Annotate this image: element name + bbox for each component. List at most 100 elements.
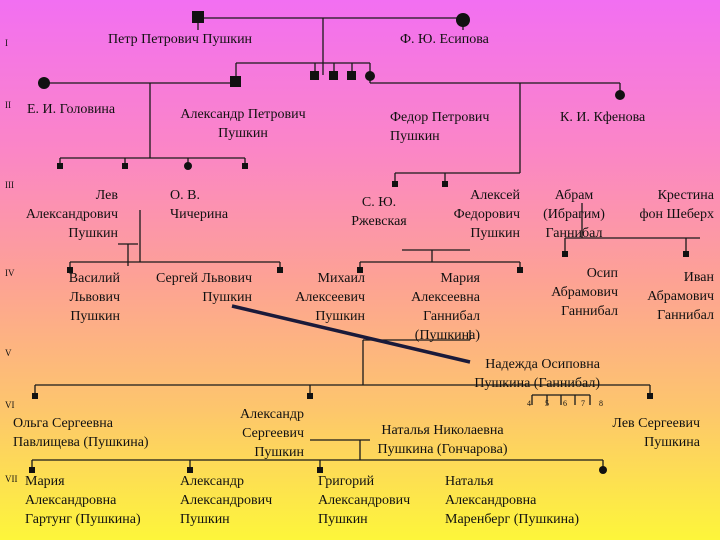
male-symbol bbox=[310, 71, 319, 80]
male-symbol bbox=[329, 71, 338, 80]
male-symbol bbox=[307, 393, 313, 399]
person-lev-sergeevich: Лев Сергеевич Пушкина bbox=[596, 414, 700, 452]
person-aleksandr-sergeevich: Александр Сергеевич Пушкин bbox=[220, 405, 304, 462]
generation-label-6: VI bbox=[5, 400, 15, 410]
person-name-line: Федорович bbox=[453, 207, 520, 222]
person-name-line: Пушкин bbox=[390, 129, 440, 144]
person-name-line: Алексеевич bbox=[295, 290, 365, 305]
person-name-line: Маренберг (Пушкина) bbox=[445, 512, 579, 527]
person-name-line: Гартунг (Пушкина) bbox=[25, 512, 141, 527]
person-name-line: Пушкин bbox=[180, 512, 230, 527]
male-symbol bbox=[683, 251, 689, 257]
person-mikhail-alekseevich: Михаил Алексеевич Пушкин bbox=[283, 269, 365, 326]
male-symbol bbox=[357, 267, 363, 273]
person-grigory-aleksandrovich: Григорий Александрович Пушкин bbox=[318, 472, 410, 529]
person-name-line: Александр Петрович bbox=[180, 107, 306, 122]
child-order-numbers: 4 5 6 7 8 bbox=[527, 399, 609, 408]
person-name-line: (Ибрагим) bbox=[543, 207, 605, 222]
person-name-line: Наталья Николаевна bbox=[381, 423, 504, 438]
male-symbol bbox=[647, 393, 653, 399]
person-name-line: фон Шеберх bbox=[639, 207, 714, 222]
person-aleksandr-aleksandrovich: Александр Александрович Пушкин bbox=[180, 472, 272, 529]
person-name-line: Львович bbox=[69, 290, 120, 305]
person-golovina: Е. И. Головина bbox=[27, 100, 115, 119]
female-symbol bbox=[456, 13, 470, 27]
male-symbol bbox=[32, 393, 38, 399]
person-name-line: (Пушкина) bbox=[414, 328, 480, 343]
female-symbol bbox=[38, 77, 50, 89]
person-name-line: Пушкина bbox=[644, 435, 700, 450]
person-name-line: Алексеевна bbox=[411, 290, 480, 305]
person-name-line: Федор Петрович bbox=[390, 110, 490, 125]
person-krestina: Крестина фон Шеберх bbox=[620, 186, 714, 224]
person-name-line: Ганнибал bbox=[423, 309, 480, 324]
person-name-line: Александровна bbox=[25, 493, 117, 508]
person-name-line: Пушкин bbox=[202, 290, 252, 305]
person-name-line: Крестина bbox=[657, 188, 714, 203]
person-name-line: Пушкин bbox=[218, 126, 268, 141]
person-rzhevskaya: С. Ю. Ржевская bbox=[345, 193, 413, 231]
person-name-line: Александрович bbox=[180, 493, 273, 508]
male-symbol bbox=[317, 467, 323, 473]
male-symbol bbox=[57, 163, 63, 169]
person-name-line: К. И. Кфенова bbox=[560, 110, 646, 125]
generation-label-2: II bbox=[5, 100, 11, 110]
person-maria-aleksandrovna: Мария Александровна Гартунг (Пушкина) bbox=[25, 472, 141, 529]
female-symbol bbox=[184, 162, 192, 170]
female-symbol bbox=[615, 90, 625, 100]
male-symbol bbox=[192, 11, 204, 23]
person-name-line: Александр bbox=[180, 474, 244, 489]
person-name-line: Чичерина bbox=[170, 207, 229, 222]
person-name-line: Пушкина (Гончарова) bbox=[377, 442, 508, 457]
person-natalya-nikolaevna: Наталья Николаевна Пушкина (Гончарова) bbox=[365, 421, 520, 459]
person-name-line: Сергей Львович bbox=[155, 271, 252, 286]
person-name-line: Пушкин bbox=[254, 445, 304, 460]
person-esipova: Ф. Ю. Есипова bbox=[400, 30, 489, 49]
person-name-line: Павлищева (Пушкина) bbox=[13, 435, 149, 450]
generation-label-1: I bbox=[5, 38, 8, 48]
person-name-line: Пушкина (Ганнибал) bbox=[474, 376, 600, 391]
person-name-line: Пушкин bbox=[68, 226, 118, 241]
female-symbol bbox=[599, 466, 607, 474]
male-symbol bbox=[122, 163, 128, 169]
person-name-line: Григорий bbox=[318, 474, 375, 489]
person-sergei-lvovich: Сергей Львович Пушкин bbox=[140, 269, 252, 307]
person-name-line: О. В. bbox=[170, 188, 200, 203]
person-natalya-aleksandrovna: Наталья Александровна Маренберг (Пушкина) bbox=[445, 472, 579, 529]
person-name-line: Пушкин bbox=[315, 309, 365, 324]
male-symbol bbox=[562, 251, 568, 257]
person-name-line: Пушкин bbox=[318, 512, 368, 527]
person-aleksandr-petrovich: Александр Петрович Пушкин bbox=[170, 105, 316, 143]
person-name-line: Осип bbox=[586, 266, 618, 281]
male-symbol bbox=[347, 71, 356, 80]
person-abram-gannibal: Абрам (Ибрагим) Ганнибал bbox=[536, 186, 612, 243]
person-name-line: Мария bbox=[440, 271, 480, 286]
person-name-line: Мария bbox=[25, 474, 65, 489]
person-aleksei-fedorovich: Алексей Федорович Пушкин bbox=[440, 186, 520, 243]
person-name-line: Александрович bbox=[25, 207, 118, 222]
male-symbol bbox=[67, 267, 73, 273]
generation-label-3: III bbox=[5, 180, 14, 190]
person-name-line: Ганнибал bbox=[545, 226, 603, 241]
person-chicherina: О. В. Чичерина bbox=[170, 186, 228, 224]
person-name-line: Ганнибал bbox=[561, 304, 618, 319]
person-lev-aleksandrovich: Лев Александрович Пушкин bbox=[10, 186, 118, 243]
person-name-line: Наталья bbox=[445, 474, 494, 489]
person-name-line: Сергеевич bbox=[242, 426, 304, 441]
person-name-line: Абрамович bbox=[551, 285, 618, 300]
female-symbol bbox=[365, 71, 375, 81]
person-name-line: Ржевская bbox=[351, 214, 407, 229]
person-name-line: Михаил bbox=[317, 271, 365, 286]
male-symbol bbox=[392, 181, 398, 187]
person-name-line: Пушкин bbox=[70, 309, 120, 324]
male-symbol bbox=[277, 267, 283, 273]
generation-label-5: V bbox=[5, 348, 12, 358]
person-name-line: Ф. Ю. Есипова bbox=[400, 32, 489, 47]
male-symbol bbox=[230, 76, 241, 87]
person-name-line: Е. И. Головина bbox=[27, 102, 116, 117]
person-kfenova: К. И. Кфенова bbox=[560, 108, 645, 127]
person-name-line: Абрамович bbox=[647, 289, 714, 304]
person-name-line: Лев Сергеевич bbox=[612, 416, 700, 431]
person-name-line: Абрам bbox=[554, 188, 594, 203]
